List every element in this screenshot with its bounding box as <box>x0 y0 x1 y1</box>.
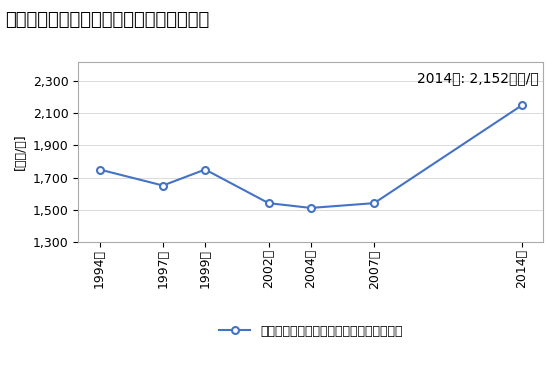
Text: 2014年: 2,152万円/人: 2014年: 2,152万円/人 <box>417 71 539 85</box>
小売業の従業者一人当たり年間商品販売額 <box>202 167 208 172</box>
小売業の従業者一人当たり年間商品販売額 <box>371 201 377 205</box>
小売業の従業者一人当たり年間商品販売額 <box>519 103 525 107</box>
Text: 小売業の従業者一人当たり年間商品販売額: 小売業の従業者一人当たり年間商品販売額 <box>6 11 210 29</box>
Line: 小売業の従業者一人当たり年間商品販売額: 小売業の従業者一人当たり年間商品販売額 <box>96 102 525 212</box>
小売業の従業者一人当たり年間商品販売額 <box>96 167 103 172</box>
Y-axis label: [万円/人]: [万円/人] <box>14 134 27 170</box>
小売業の従業者一人当たり年間商品販売額 <box>160 183 166 188</box>
小売業の従業者一人当たり年間商品販売額 <box>307 206 314 210</box>
小売業の従業者一人当たり年間商品販売額 <box>265 201 272 205</box>
Legend: 小売業の従業者一人当たり年間商品販売額: 小売業の従業者一人当たり年間商品販売額 <box>214 320 408 343</box>
